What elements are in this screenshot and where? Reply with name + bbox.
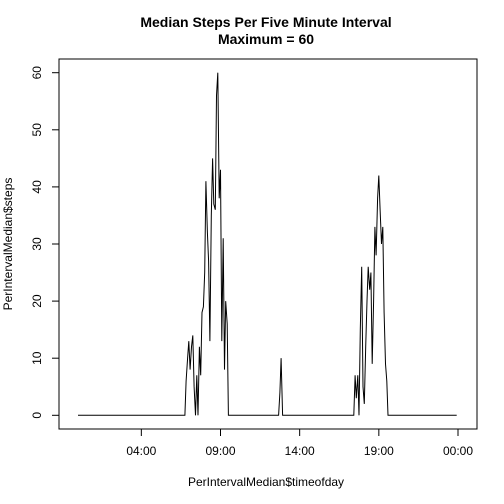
x-tick-label: 09:00: [205, 444, 235, 458]
y-axis: 0 10 20 30 40 50 60: [30, 66, 59, 419]
y-tick-label: 0: [30, 412, 44, 419]
y-axis-label: PerIntervalMedian$steps: [1, 178, 15, 311]
x-tick-label: 19:00: [364, 444, 394, 458]
x-tick-label: 14:00: [285, 444, 315, 458]
y-tick-label: 60: [30, 66, 44, 80]
y-tick-label: 30: [30, 237, 44, 251]
chart-title: Median Steps Per Five Minute Interval: [140, 14, 391, 30]
x-tick-label: 04:00: [126, 444, 156, 458]
y-tick-label: 10: [30, 351, 44, 365]
x-axis-label: PerIntervalMedian$timeofday: [188, 475, 344, 489]
y-tick-label: 20: [30, 294, 44, 308]
series-line: [78, 72, 457, 416]
y-tick-label: 40: [30, 180, 44, 194]
x-tick-label: 00:00: [443, 444, 473, 458]
x-axis: 04:00 09:00 14:00 19:00 00:00: [126, 429, 473, 458]
y-tick-label: 50: [30, 123, 44, 137]
plot-frame: [58, 58, 478, 430]
chart-subtitle: Maximum = 60: [218, 31, 314, 47]
